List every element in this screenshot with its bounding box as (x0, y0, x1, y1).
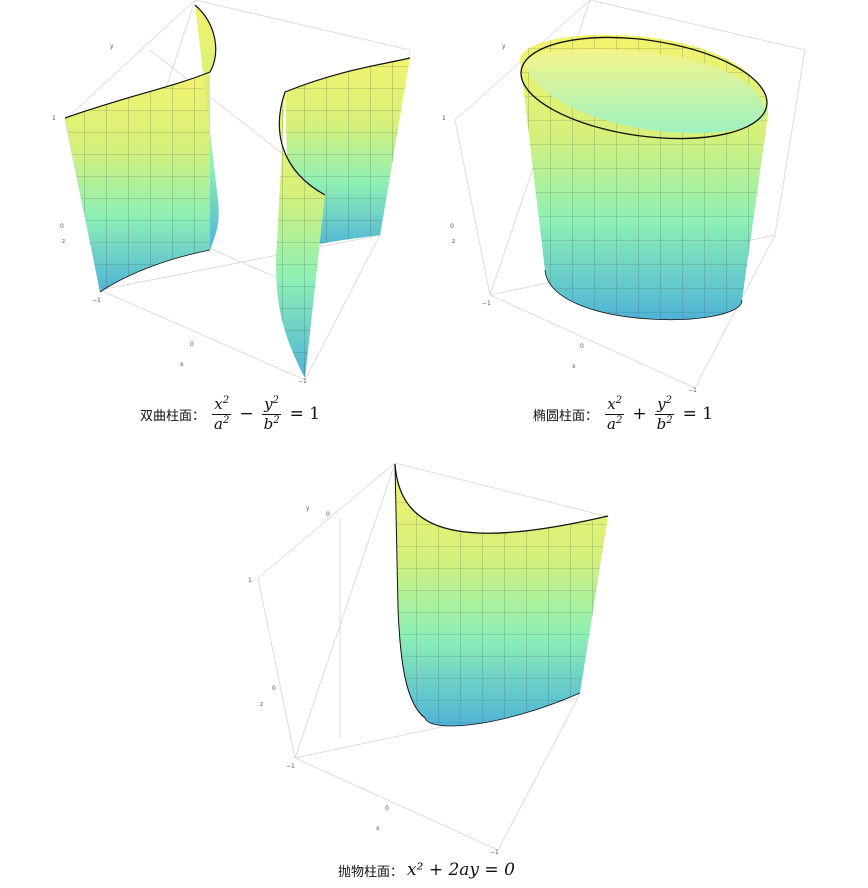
fraction-y-over-b: y2 b2 (262, 395, 282, 433)
y-axis-label: y (110, 43, 114, 50)
elliptic-cylinder-plot: y 1 0 z −1 0 x −1 (442, 0, 806, 394)
x-tick-right: −1 (490, 849, 499, 856)
x-axis-label: x (376, 825, 380, 832)
x-tick-left: −1 (286, 763, 295, 770)
hyperbolic-caption: 双曲柱面： x2 a2 − y2 b2 = 1 (140, 395, 325, 433)
y-axis-label: y (502, 43, 506, 50)
parabolic-cylinder-panel: y 0 1 0 z −1 0 x −1 (240, 458, 620, 858)
x-tick-zero: 0 (385, 805, 389, 812)
fraction-y-over-b: y2 b2 (655, 395, 675, 433)
hyperbolic-caption-label: 双曲柱面： (140, 408, 206, 424)
x-tick-right: −1 (298, 378, 307, 385)
parabolic-caption-label: 抛物柱面： (338, 864, 404, 880)
axis-labels: y 1 0 z −1 0 x −1 (52, 43, 307, 385)
z-tick-zero: 0 (272, 685, 276, 692)
bounding-box (257, 462, 606, 851)
elliptic-caption-label: 椭圆柱面： (533, 408, 599, 424)
x-tick-left: −1 (92, 297, 101, 304)
equation-rhs: = 1 (289, 404, 321, 425)
hyperbolic-cylinder-plot: y 1 0 z −1 0 x −1 (52, 0, 411, 385)
z-tick-zero: 0 (60, 223, 64, 230)
z-tick-top: 1 (248, 577, 252, 584)
right-sheet (276, 57, 411, 378)
ellipse-body (520, 34, 769, 321)
x-tick-right: −1 (688, 387, 697, 394)
x-tick-zero: 0 (580, 343, 584, 350)
equation-rhs: = 1 (682, 404, 714, 425)
x-axis-label: x (180, 361, 184, 368)
parabolic-equation: x² + 2ay = 0 (407, 860, 515, 880)
equation-operator: − (239, 404, 254, 425)
left-sheet (64, 4, 219, 293)
parabolic-caption: 抛物柱面： x² + 2ay = 0 (338, 860, 515, 880)
x-tick-left: −1 (482, 300, 491, 307)
axis-labels: y 1 0 z −1 0 x −1 (442, 43, 697, 394)
y-tick-zero: 0 (326, 511, 330, 518)
elliptic-caption: 椭圆柱面： x2 a2 + y2 b2 = 1 (533, 395, 718, 433)
elliptic-cylinder-panel: y 1 0 z −1 0 x −1 (440, 0, 820, 395)
x-tick-zero: 0 (190, 341, 194, 348)
z-tick-zero: 0 (450, 223, 454, 230)
axis-labels: y 0 1 0 z −1 0 x −1 (248, 505, 499, 856)
z-axis-label: z (452, 238, 455, 245)
fraction-x-over-a: x2 a2 (605, 395, 625, 433)
z-tick-top: 1 (442, 115, 446, 122)
z-axis-label: z (260, 701, 263, 708)
parabolic-surface (394, 463, 609, 727)
equation-operator: + (632, 404, 647, 425)
fraction-x-over-a: x2 a2 (212, 395, 232, 433)
parabolic-cylinder-plot: y 0 1 0 z −1 0 x −1 (248, 462, 609, 856)
y-axis-label: y (306, 505, 310, 512)
z-axis-label: z (62, 238, 65, 245)
hyperbolic-cylinder-panel: y 1 0 z −1 0 x −1 (40, 0, 420, 390)
x-axis-label: x (572, 363, 576, 370)
z-tick-top: 1 (52, 115, 56, 122)
